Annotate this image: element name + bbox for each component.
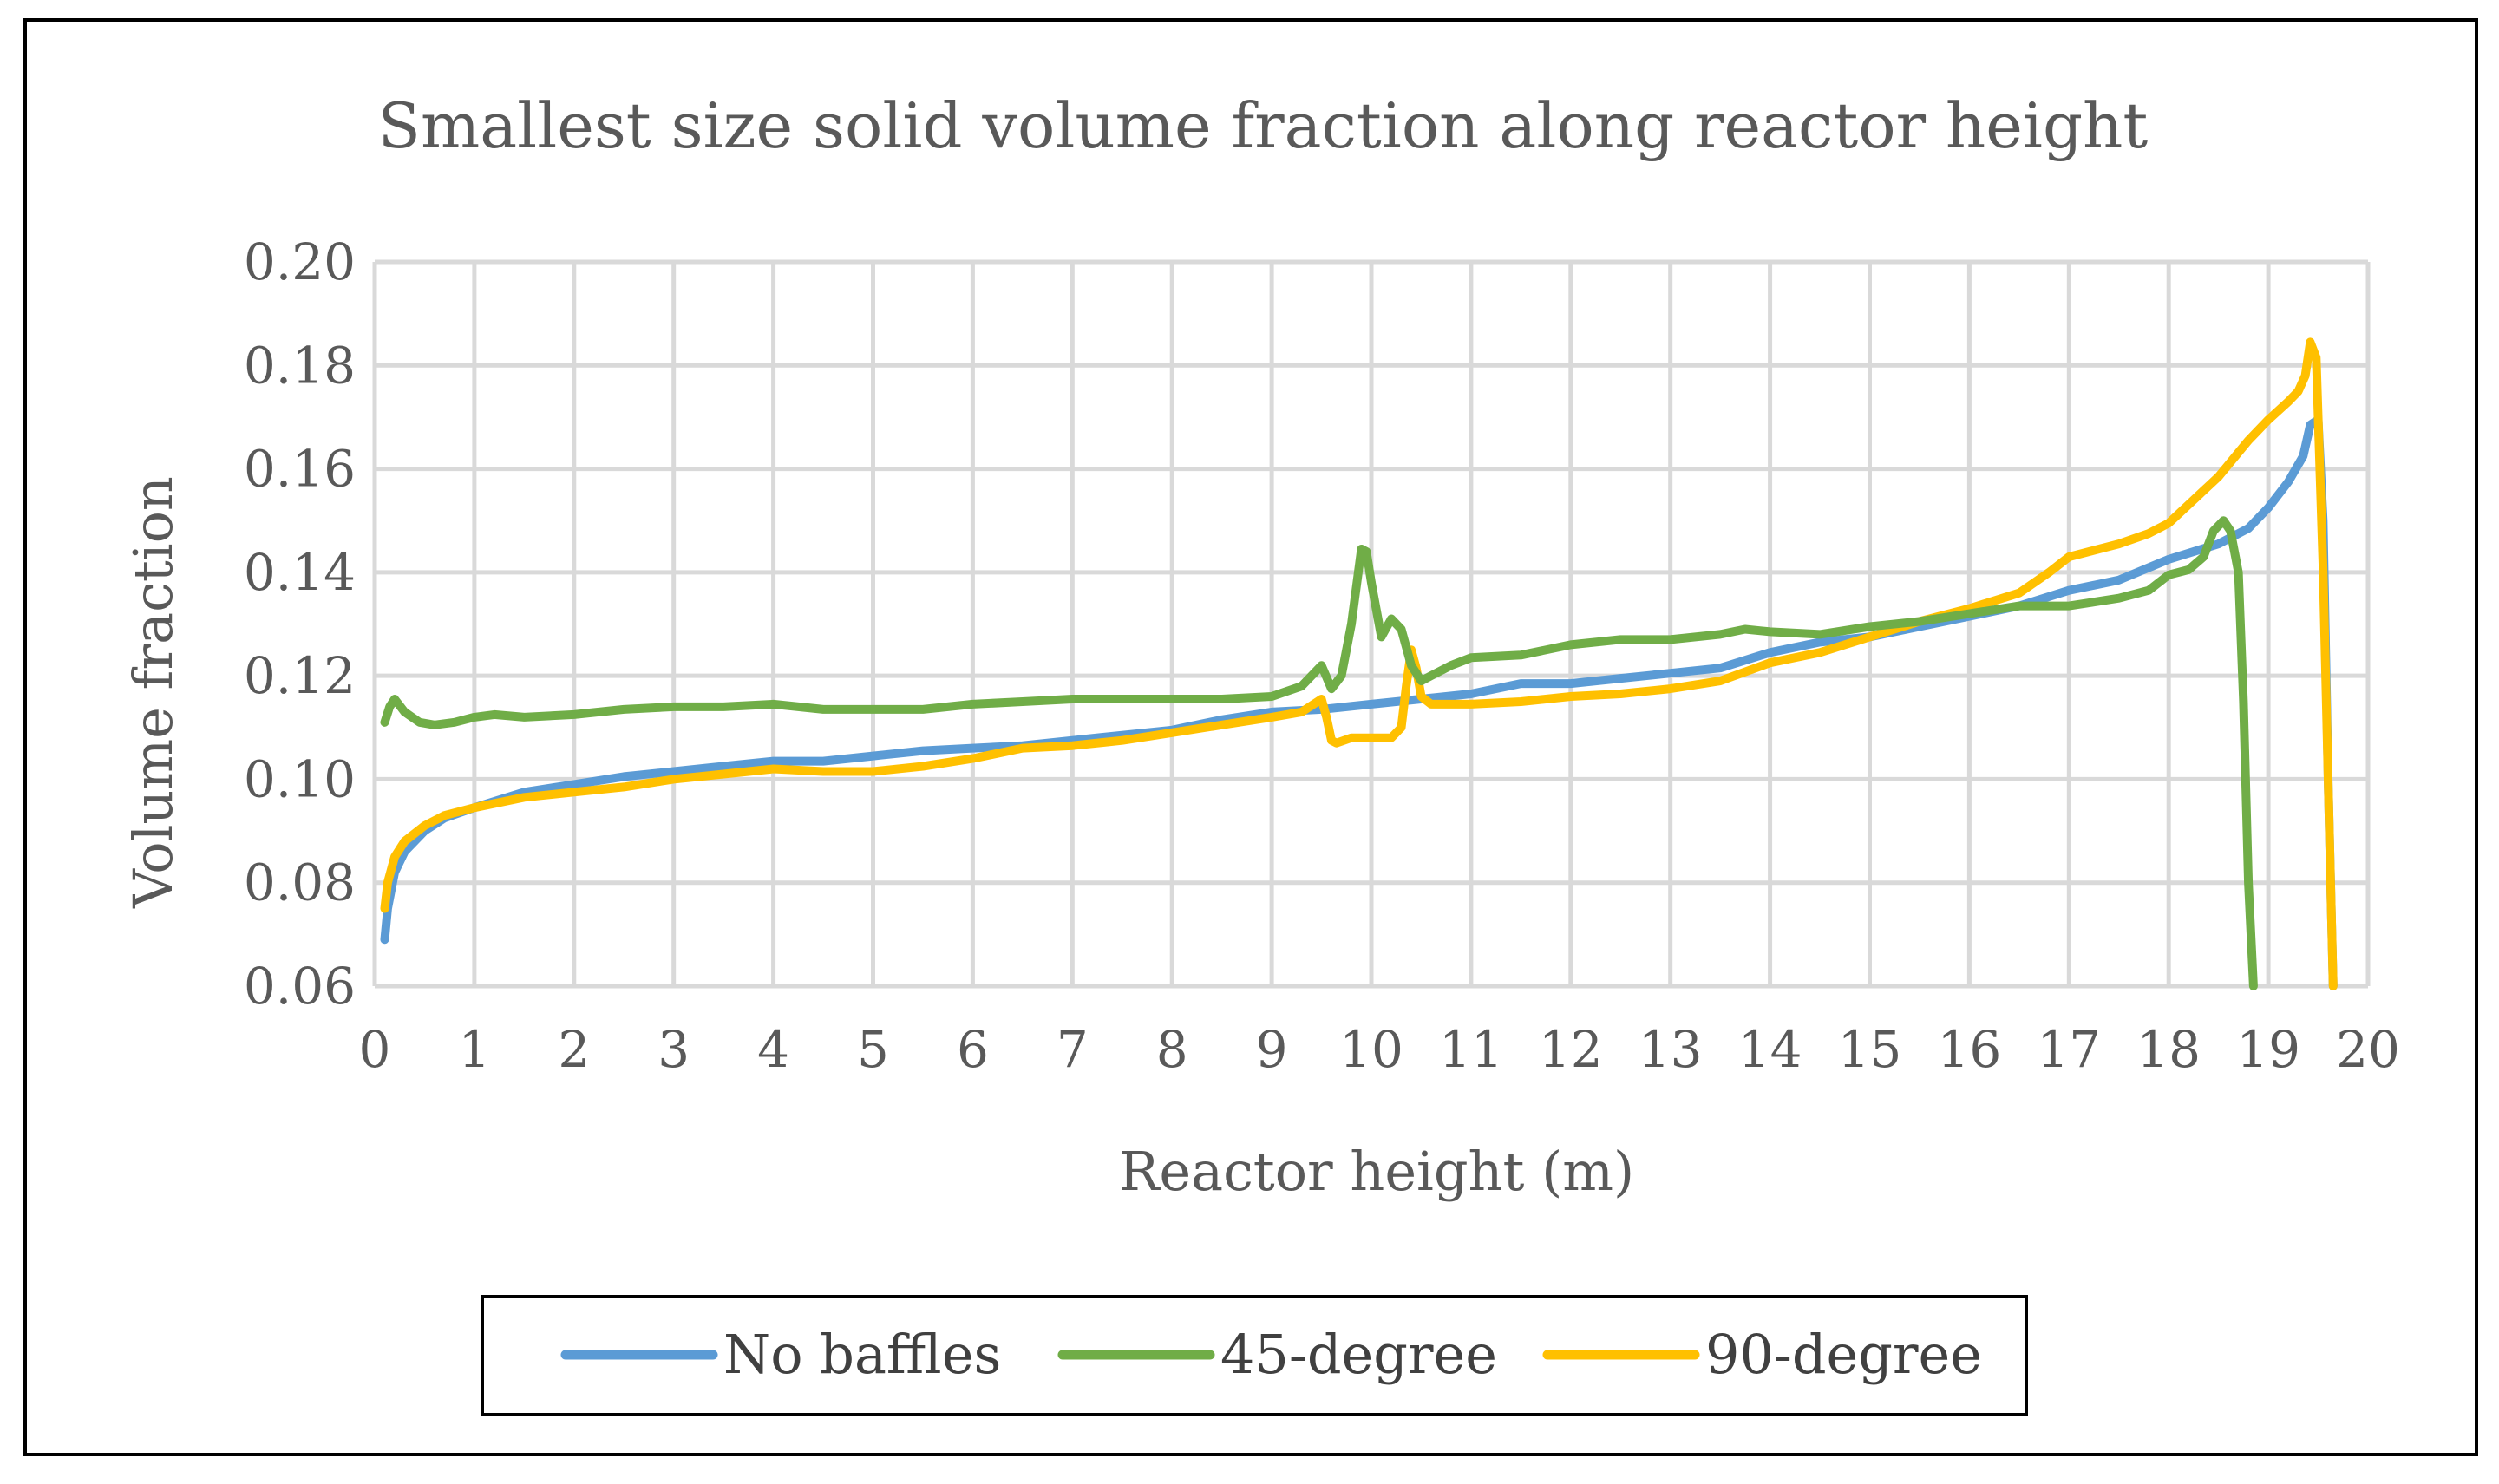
x-tick-label: 18 bbox=[2136, 1020, 2201, 1079]
series-line-45-degree bbox=[380, 516, 2258, 990]
x-tick-label: 10 bbox=[1339, 1020, 1403, 1079]
x-tick-label: 8 bbox=[1156, 1020, 1188, 1079]
y-axis-title: Volume fraction bbox=[121, 476, 185, 909]
legend-label-90-degree: 90-degree bbox=[1705, 1323, 1982, 1386]
y-tick-label: 0.12 bbox=[244, 646, 356, 705]
x-tick-label: 11 bbox=[1439, 1020, 1503, 1079]
legend-label-45-degree: 45-degree bbox=[1220, 1323, 1497, 1386]
x-tick-label: 15 bbox=[1838, 1020, 1902, 1079]
x-tick-label: 20 bbox=[2336, 1020, 2400, 1079]
x-tick-label: 19 bbox=[2236, 1020, 2300, 1079]
y-tick-label: 0.18 bbox=[244, 336, 356, 395]
x-tick-label: 3 bbox=[657, 1020, 690, 1079]
x-tick-label: 14 bbox=[1738, 1020, 1802, 1079]
x-tick-labels: 0 1 2 3 4 5 6 7 8 9 10 11 12 13 14 15 16 17 18 19 20 bbox=[359, 1020, 2400, 1079]
x-tick-label: 7 bbox=[1057, 1020, 1089, 1079]
grid bbox=[372, 259, 2371, 989]
x-tick-label: 17 bbox=[2037, 1020, 2101, 1079]
x-tick-label: 2 bbox=[558, 1020, 590, 1079]
x-tick-label: 9 bbox=[1256, 1020, 1288, 1079]
legend-box bbox=[481, 1295, 2028, 1416]
x-tick-label: 4 bbox=[757, 1020, 789, 1079]
y-tick-label: 0.10 bbox=[244, 749, 356, 808]
legend: No baffles 45-degree 90-degree bbox=[560, 1323, 1982, 1386]
y-tick-label: 0.20 bbox=[244, 232, 356, 291]
x-tick-label: 16 bbox=[1937, 1020, 2001, 1079]
x-tick-label: 6 bbox=[957, 1020, 989, 1079]
x-tick-label: 1 bbox=[458, 1020, 490, 1079]
y-tick-label: 0.14 bbox=[244, 543, 356, 602]
x-tick-label: 12 bbox=[1539, 1020, 1603, 1079]
x-tick-label: 0 bbox=[359, 1020, 391, 1079]
y-tick-labels: 0.06 0.08 0.10 0.12 0.14 0.16 0.18 0.20 bbox=[244, 232, 356, 1016]
x-axis-title: Reactor height (m) bbox=[1119, 1140, 1635, 1203]
y-tick-label: 0.16 bbox=[244, 440, 356, 499]
chart-title: Smallest size solid volume fraction alon… bbox=[378, 89, 2149, 162]
series-lines bbox=[380, 337, 2338, 990]
y-tick-label: 0.08 bbox=[244, 853, 356, 912]
legend-label-no-baffles: No baffles bbox=[723, 1323, 1001, 1386]
y-tick-label: 0.06 bbox=[244, 957, 356, 1016]
chart-outer-border bbox=[23, 18, 2478, 1456]
x-tick-label: 5 bbox=[857, 1020, 889, 1079]
x-tick-label: 13 bbox=[1639, 1020, 1703, 1079]
